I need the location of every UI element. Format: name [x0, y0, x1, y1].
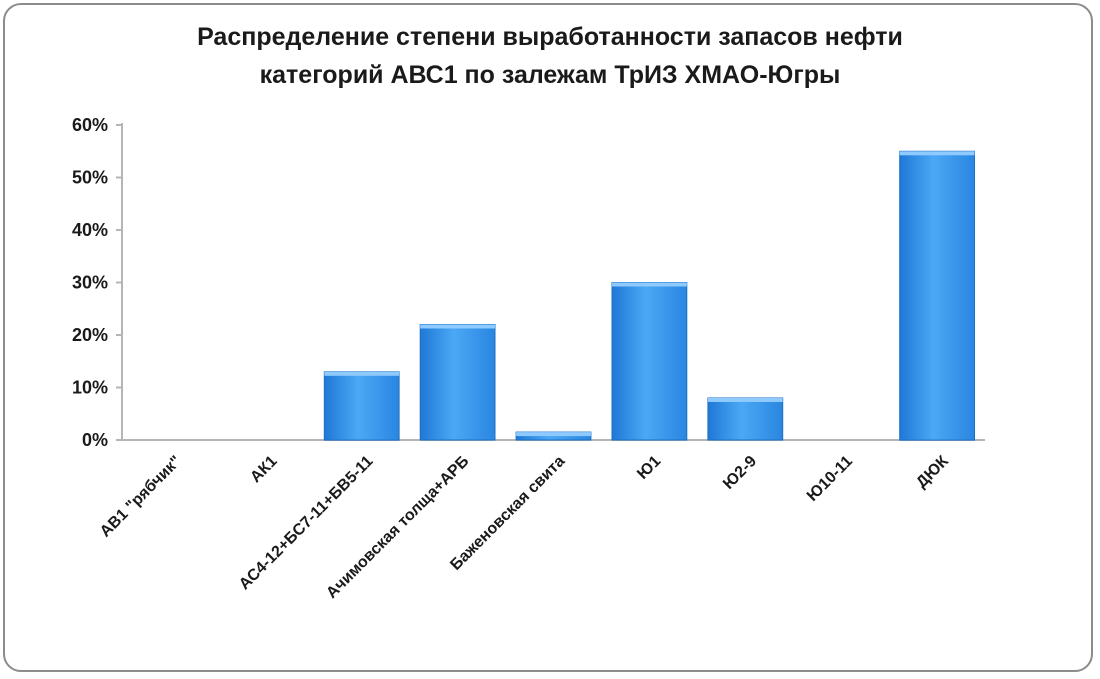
chart-title-line-2: категорий АВС1 по залежам ТрИЗ ХМАО-Югры: [259, 61, 841, 89]
x-tick-label: ДЮК: [913, 453, 952, 492]
y-tick-label: 10%: [72, 378, 108, 398]
bar-top-highlight: [612, 282, 687, 287]
bar-top-highlight: [707, 398, 783, 402]
bar-top-highlight: [516, 432, 591, 437]
y-tick-label: 50%: [72, 168, 108, 188]
bar-top-highlight: [899, 151, 975, 156]
bar: [419, 324, 496, 441]
bar-top-highlight: [420, 324, 495, 329]
y-tick-label: 60%: [72, 115, 108, 135]
x-tick-label: Ю1: [634, 453, 664, 483]
bar-top-highlight: [324, 371, 400, 376]
bar: [323, 371, 400, 441]
x-tick-label: АВ1 "рябчик": [97, 453, 185, 541]
y-tick-label: 20%: [72, 325, 108, 345]
bar: [611, 282, 688, 441]
chart-title: Распределение степени выработанности зап…: [0, 18, 1100, 94]
bar: [707, 397, 784, 441]
y-tick-label: 0%: [82, 430, 108, 450]
bar: [899, 150, 976, 441]
x-tick-label: Ю10-11: [804, 453, 856, 505]
x-tick-label: Ю2-9: [720, 453, 760, 493]
chart-title-line-1: Распределение степени выработанности зап…: [197, 23, 903, 51]
y-tick-label: 30%: [72, 273, 108, 293]
y-tick-label: 40%: [72, 220, 108, 240]
x-tick-label: АК1: [247, 453, 280, 486]
